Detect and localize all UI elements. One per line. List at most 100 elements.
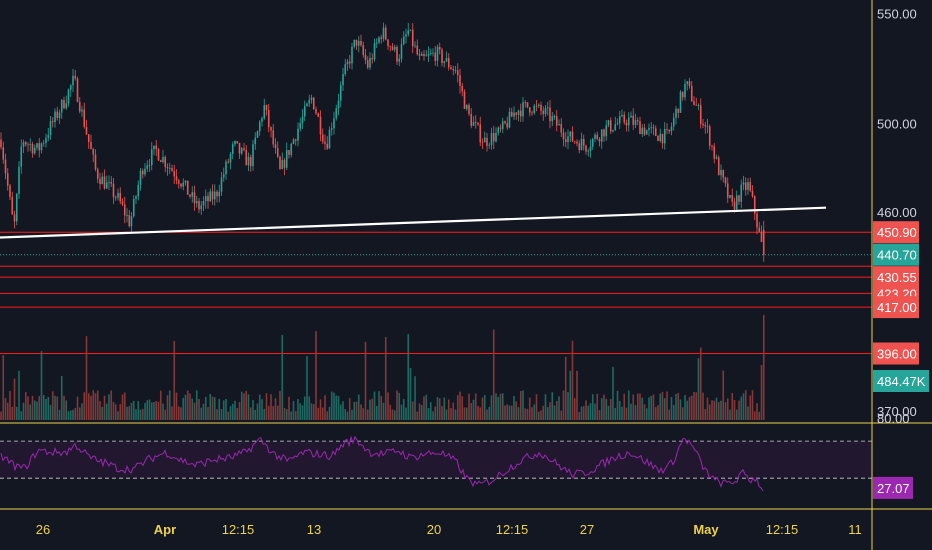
- candle-body: [596, 134, 599, 139]
- volume-bar: [72, 409, 74, 420]
- candle-body: [184, 180, 187, 183]
- volume-bar: [731, 393, 734, 420]
- candle-body: [137, 184, 140, 197]
- candle-body: [663, 128, 666, 144]
- volume-bar: [76, 396, 79, 420]
- volume-bar: [468, 393, 470, 420]
- volume-bar: [112, 401, 115, 420]
- candle-body: [139, 170, 142, 185]
- volume-bar: [576, 370, 578, 420]
- time-tick-label: 13: [307, 522, 321, 537]
- trendline-layer[interactable]: [0, 206, 827, 239]
- candle-body: [267, 110, 270, 128]
- volume-bar: [472, 399, 475, 420]
- volume-bar: [67, 411, 70, 420]
- volume-bar: [333, 392, 335, 420]
- candle-body: [578, 143, 581, 151]
- volume-bar: [414, 376, 416, 420]
- volume-bar: [213, 397, 216, 420]
- candle-body: [666, 128, 668, 130]
- volume-bar: [663, 398, 666, 420]
- volume-bar: [69, 410, 72, 420]
- volume-bar: [362, 408, 365, 420]
- volume-bar: [690, 395, 693, 420]
- volume-bar: [729, 409, 731, 420]
- candle-body: [279, 156, 281, 169]
- candle-body: [135, 196, 137, 199]
- candle-body: [450, 67, 452, 70]
- rsi-last-label: 27.07: [877, 481, 910, 496]
- candle-body: [13, 214, 16, 222]
- candle-body: [36, 143, 38, 148]
- candle-body: [69, 85, 72, 90]
- candle-body: [603, 129, 605, 137]
- level-price-label: 430.55: [877, 270, 917, 285]
- volume-bar: [659, 393, 662, 420]
- candle-body: [749, 182, 752, 191]
- candle-body: [472, 122, 475, 126]
- candle-body: [639, 121, 641, 135]
- volume-bar: [594, 403, 596, 420]
- volume-bar: [558, 396, 560, 420]
- candle-body: [164, 157, 167, 168]
- candle-body: [288, 150, 290, 155]
- candle-body: [688, 81, 691, 86]
- candle-body: [414, 45, 416, 47]
- volume-bar: [24, 392, 27, 420]
- candle-body: [726, 183, 729, 198]
- candle-body: [83, 109, 86, 127]
- candle-body: [335, 108, 338, 119]
- candle-body: [504, 121, 506, 124]
- candle-body: [533, 105, 536, 113]
- volume-bar: [607, 405, 610, 420]
- volume-bar: [47, 396, 50, 420]
- volume-bar: [9, 390, 11, 420]
- volume-bar: [722, 370, 725, 420]
- candle-body: [650, 127, 653, 129]
- candle-body: [441, 49, 443, 63]
- volume-bar: [562, 390, 565, 420]
- volume-bar: [486, 409, 488, 420]
- candle-body: [677, 108, 680, 113]
- price-axis[interactable]: 550.00500.00460.00370.00450.90430.55423.…: [873, 6, 929, 499]
- volume-bar: [126, 406, 128, 420]
- price-tick-label: 500.00: [877, 117, 917, 132]
- volume-bar: [191, 398, 194, 420]
- volume-bar: [524, 408, 527, 420]
- candle-body: [6, 173, 9, 186]
- candle-body: [510, 111, 513, 117]
- volume-bar: [450, 408, 452, 420]
- volume-bar: [335, 395, 338, 420]
- candle-body: [600, 129, 603, 142]
- volume-bar: [162, 403, 164, 420]
- volume-bar: [74, 407, 77, 420]
- candle-body: [130, 216, 133, 227]
- volume-bar: [672, 405, 675, 420]
- volume-bar: [243, 393, 245, 420]
- volume-bar: [301, 405, 304, 420]
- candle-body: [247, 157, 250, 166]
- volume-bar: [477, 405, 479, 420]
- candle-body: [382, 27, 385, 39]
- volume-bar: [738, 400, 740, 420]
- volume-bar: [164, 409, 167, 420]
- candle-body: [81, 109, 83, 112]
- candle-body: [544, 108, 547, 114]
- volume-bar: [661, 391, 664, 420]
- candle-body: [47, 134, 50, 138]
- trendline: [0, 206, 827, 239]
- candle-body: [22, 142, 25, 147]
- volume-bar: [209, 393, 212, 420]
- volume-bar: [396, 390, 398, 420]
- candle-body: [207, 196, 209, 202]
- candle-body: [708, 126, 711, 146]
- candle-body: [380, 37, 383, 39]
- volume-bar: [105, 403, 108, 420]
- time-axis[interactable]: 26 Apr 12:15 13 20 12:15 27 May 12:15 11: [36, 522, 862, 537]
- candle-body: [488, 144, 491, 146]
- candle-body: [573, 141, 576, 143]
- volume-bar: [382, 402, 385, 420]
- candle-body: [2, 147, 5, 160]
- candle-body: [274, 144, 277, 149]
